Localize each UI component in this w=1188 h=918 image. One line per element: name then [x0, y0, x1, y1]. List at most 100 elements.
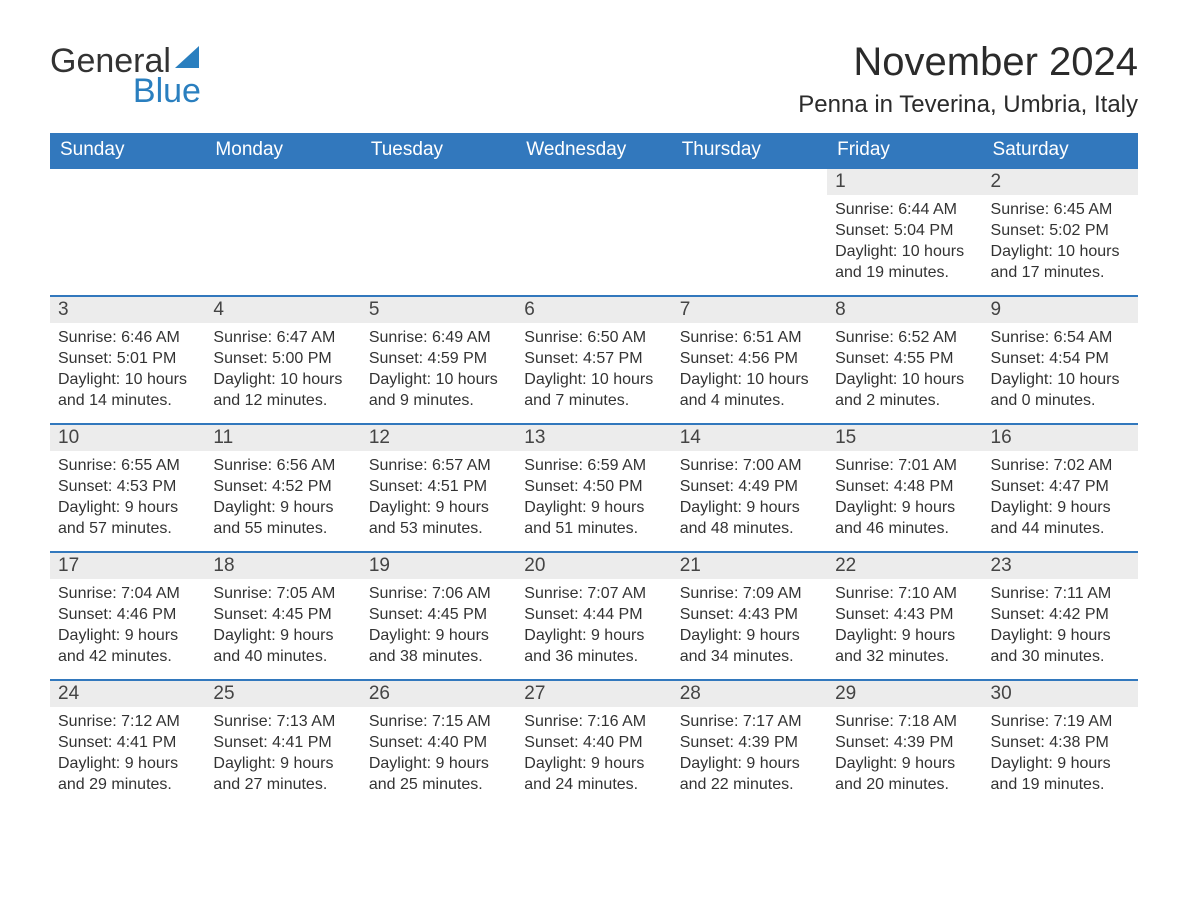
weekday-header-row: Sunday Monday Tuesday Wednesday Thursday… [50, 133, 1138, 168]
sunset-text: Sunset: 4:45 PM [369, 604, 508, 625]
calendar-day-cell: 22Sunrise: 7:10 AMSunset: 4:43 PMDayligh… [827, 552, 982, 680]
calendar-day-cell: 9 Sunrise: 6:54 AMSunset: 4:54 PMDaylight… [983, 296, 1138, 424]
day-content: Sunrise: 7:13 AMSunset: 4:41 PMDaylight:… [205, 707, 360, 803]
day-number: 20 [516, 553, 671, 579]
logo-text: General Blue [50, 40, 201, 108]
calendar-day-cell: 5Sunrise: 6:49 AMSunset: 4:59 PMDaylight… [361, 296, 516, 424]
calendar-day-cell: 21Sunrise: 7:09 AMSunset: 4:43 PMDayligh… [672, 552, 827, 680]
daylight-text: Daylight: 9 hours and 34 minutes. [680, 625, 819, 667]
sunset-text: Sunset: 4:42 PM [991, 604, 1130, 625]
calendar-day-cell: 11Sunrise: 6:56 AMSunset: 4:52 PMDayligh… [205, 424, 360, 552]
day-number: 17 [50, 553, 205, 579]
calendar-week-row: 17Sunrise: 7:04 AMSunset: 4:46 PMDayligh… [50, 552, 1138, 680]
sunrise-text: Sunrise: 7:13 AM [213, 711, 352, 732]
sunset-text: Sunset: 5:01 PM [58, 348, 197, 369]
daylight-text: Daylight: 9 hours and 19 minutes. [991, 753, 1130, 795]
daylight-text: Daylight: 9 hours and 46 minutes. [835, 497, 974, 539]
daylight-text: Daylight: 9 hours and 30 minutes. [991, 625, 1130, 667]
sunset-text: Sunset: 4:49 PM [680, 476, 819, 497]
sunrise-text: Sunrise: 7:04 AM [58, 583, 197, 604]
sunrise-text: Sunrise: 6:55 AM [58, 455, 197, 476]
sunset-text: Sunset: 4:52 PM [213, 476, 352, 497]
day-number: 5 [361, 297, 516, 323]
sunset-text: Sunset: 4:53 PM [58, 476, 197, 497]
daylight-text: Daylight: 9 hours and 57 minutes. [58, 497, 197, 539]
day-number: 6 [516, 297, 671, 323]
calendar-day-cell: 28Sunrise: 7:17 AMSunset: 4:39 PMDayligh… [672, 680, 827, 808]
day-content: Sunrise: 6:44 AMSunset: 5:04 PMDaylight:… [827, 195, 982, 291]
weekday-header: Saturday [983, 133, 1138, 168]
day-content: Sunrise: 6:56 AMSunset: 4:52 PMDaylight:… [205, 451, 360, 547]
calendar-day-cell: 2Sunrise: 6:45 AMSunset: 5:02 PMDaylight… [983, 168, 1138, 296]
daylight-text: Daylight: 9 hours and 20 minutes. [835, 753, 974, 795]
day-number: 18 [205, 553, 360, 579]
day-number: 30 [983, 681, 1138, 707]
sunset-text: Sunset: 4:41 PM [58, 732, 197, 753]
daylight-text: Daylight: 9 hours and 24 minutes. [524, 753, 663, 795]
daylight-text: Daylight: 9 hours and 25 minutes. [369, 753, 508, 795]
day-content: Sunrise: 6:51 AMSunset: 4:56 PMDaylight:… [672, 323, 827, 419]
day-number: 14 [672, 425, 827, 451]
day-number: 15 [827, 425, 982, 451]
sunset-text: Sunset: 4:47 PM [991, 476, 1130, 497]
day-number: 26 [361, 681, 516, 707]
day-number: 19 [361, 553, 516, 579]
day-number: 3 [50, 297, 205, 323]
day-number: 9 [983, 297, 1138, 323]
day-content: Sunrise: 6:47 AMSunset: 5:00 PMDaylight:… [205, 323, 360, 419]
weekday-header: Tuesday [361, 133, 516, 168]
logo: General Blue [50, 40, 201, 108]
daylight-text: Daylight: 10 hours and 12 minutes. [213, 369, 352, 411]
day-number: 13 [516, 425, 671, 451]
sunrise-text: Sunrise: 6:46 AM [58, 327, 197, 348]
sunset-text: Sunset: 5:04 PM [835, 220, 974, 241]
day-content: Sunrise: 7:17 AMSunset: 4:39 PMDaylight:… [672, 707, 827, 803]
sunset-text: Sunset: 4:38 PM [991, 732, 1130, 753]
sunset-text: Sunset: 4:44 PM [524, 604, 663, 625]
daylight-text: Daylight: 9 hours and 40 minutes. [213, 625, 352, 667]
sunrise-text: Sunrise: 7:05 AM [213, 583, 352, 604]
sunrise-text: Sunrise: 6:54 AM [991, 327, 1130, 348]
daylight-text: Daylight: 9 hours and 32 minutes. [835, 625, 974, 667]
calendar-day-cell: 14Sunrise: 7:00 AMSunset: 4:49 PMDayligh… [672, 424, 827, 552]
calendar-day-cell: 17Sunrise: 7:04 AMSunset: 4:46 PMDayligh… [50, 552, 205, 680]
daylight-text: Daylight: 10 hours and 17 minutes. [991, 241, 1130, 283]
weekday-header: Friday [827, 133, 982, 168]
daylight-text: Daylight: 10 hours and 14 minutes. [58, 369, 197, 411]
weekday-header: Wednesday [516, 133, 671, 168]
day-content: Sunrise: 7:04 AMSunset: 4:46 PMDaylight:… [50, 579, 205, 675]
daylight-text: Daylight: 10 hours and 2 minutes. [835, 369, 974, 411]
day-number: 29 [827, 681, 982, 707]
calendar-day-cell: 25Sunrise: 7:13 AMSunset: 4:41 PMDayligh… [205, 680, 360, 808]
day-number: 8 [827, 297, 982, 323]
sunset-text: Sunset: 5:00 PM [213, 348, 352, 369]
day-content: Sunrise: 7:02 AMSunset: 4:47 PMDaylight:… [983, 451, 1138, 547]
sunrise-text: Sunrise: 7:10 AM [835, 583, 974, 604]
calendar-week-row: 10Sunrise: 6:55 AMSunset: 4:53 PMDayligh… [50, 424, 1138, 552]
calendar-week-row: 3Sunrise: 6:46 AMSunset: 5:01 PMDaylight… [50, 296, 1138, 424]
sunset-text: Sunset: 4:46 PM [58, 604, 197, 625]
daylight-text: Daylight: 9 hours and 22 minutes. [680, 753, 819, 795]
day-number: 7 [672, 297, 827, 323]
calendar-day-cell: 6Sunrise: 6:50 AMSunset: 4:57 PMDaylight… [516, 296, 671, 424]
sunrise-text: Sunrise: 6:57 AM [369, 455, 508, 476]
day-number: 11 [205, 425, 360, 451]
day-content: Sunrise: 7:11 AMSunset: 4:42 PMDaylight:… [983, 579, 1138, 675]
sunrise-text: Sunrise: 7:02 AM [991, 455, 1130, 476]
weekday-header: Sunday [50, 133, 205, 168]
calendar-day-cell: 12Sunrise: 6:57 AMSunset: 4:51 PMDayligh… [361, 424, 516, 552]
day-content: Sunrise: 6:52 AMSunset: 4:55 PMDaylight:… [827, 323, 982, 419]
daylight-text: Daylight: 9 hours and 51 minutes. [524, 497, 663, 539]
sunset-text: Sunset: 4:54 PM [991, 348, 1130, 369]
sunrise-text: Sunrise: 6:44 AM [835, 199, 974, 220]
sunset-text: Sunset: 4:55 PM [835, 348, 974, 369]
day-content: Sunrise: 7:06 AMSunset: 4:45 PMDaylight:… [361, 579, 516, 675]
weekday-header: Thursday [672, 133, 827, 168]
day-content: Sunrise: 7:19 AMSunset: 4:38 PMDaylight:… [983, 707, 1138, 803]
sunset-text: Sunset: 4:45 PM [213, 604, 352, 625]
sunrise-text: Sunrise: 7:09 AM [680, 583, 819, 604]
daylight-text: Daylight: 10 hours and 0 minutes. [991, 369, 1130, 411]
sunrise-text: Sunrise: 6:52 AM [835, 327, 974, 348]
sunset-text: Sunset: 4:40 PM [369, 732, 508, 753]
daylight-text: Daylight: 10 hours and 4 minutes. [680, 369, 819, 411]
